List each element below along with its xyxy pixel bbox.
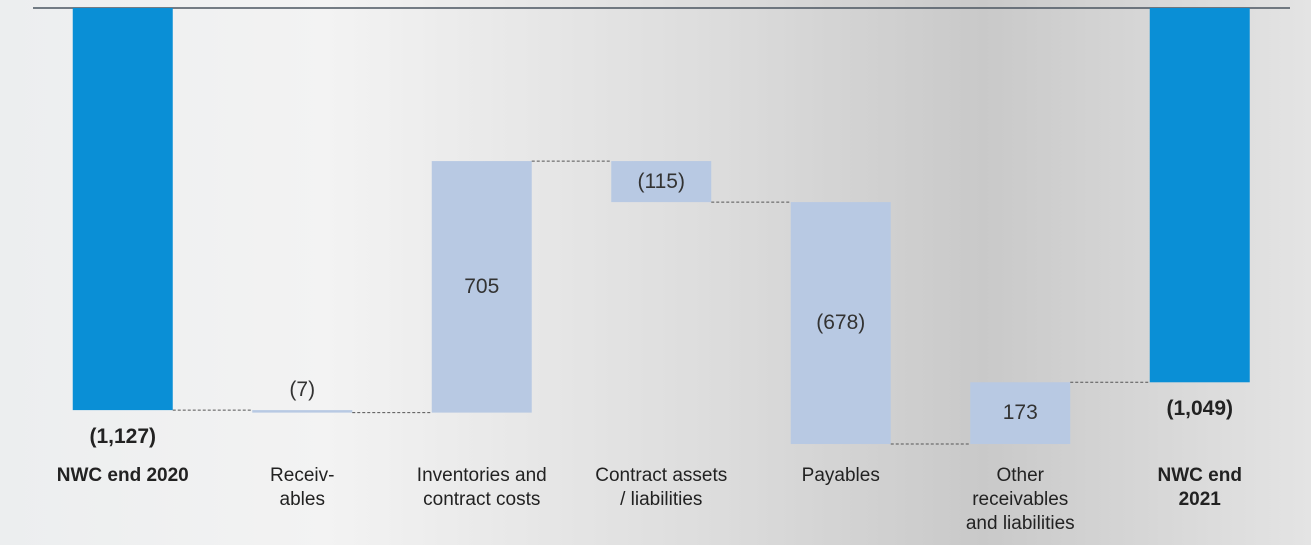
x-tick-label: Other receivables and liabilities [965,465,1075,534]
value-label: (1,127) [89,425,157,449]
bar [252,410,353,413]
bar [431,161,532,413]
bar [72,8,173,411]
bar [1149,8,1250,383]
x-tick-label: Inventories and contract costs [416,465,547,510]
value-label: (1,049) [1166,397,1234,421]
value-label: (115) [637,169,685,193]
value-label: (7) [289,378,316,402]
value-label: 705 [464,274,500,298]
x-tick-label: Contract assets / liabilities [595,465,728,510]
bar [611,161,712,203]
x-tick-label: Receiv- ables [270,465,335,510]
x-tick-label: NWC end 2021 [1157,465,1242,510]
x-tick-label: Payables [801,465,880,486]
value-label: (678) [816,311,866,335]
value-label: 173 [1002,401,1038,425]
bar [790,202,891,445]
x-tick-label: NWC end 2020 [56,465,189,486]
bar [970,382,1071,445]
